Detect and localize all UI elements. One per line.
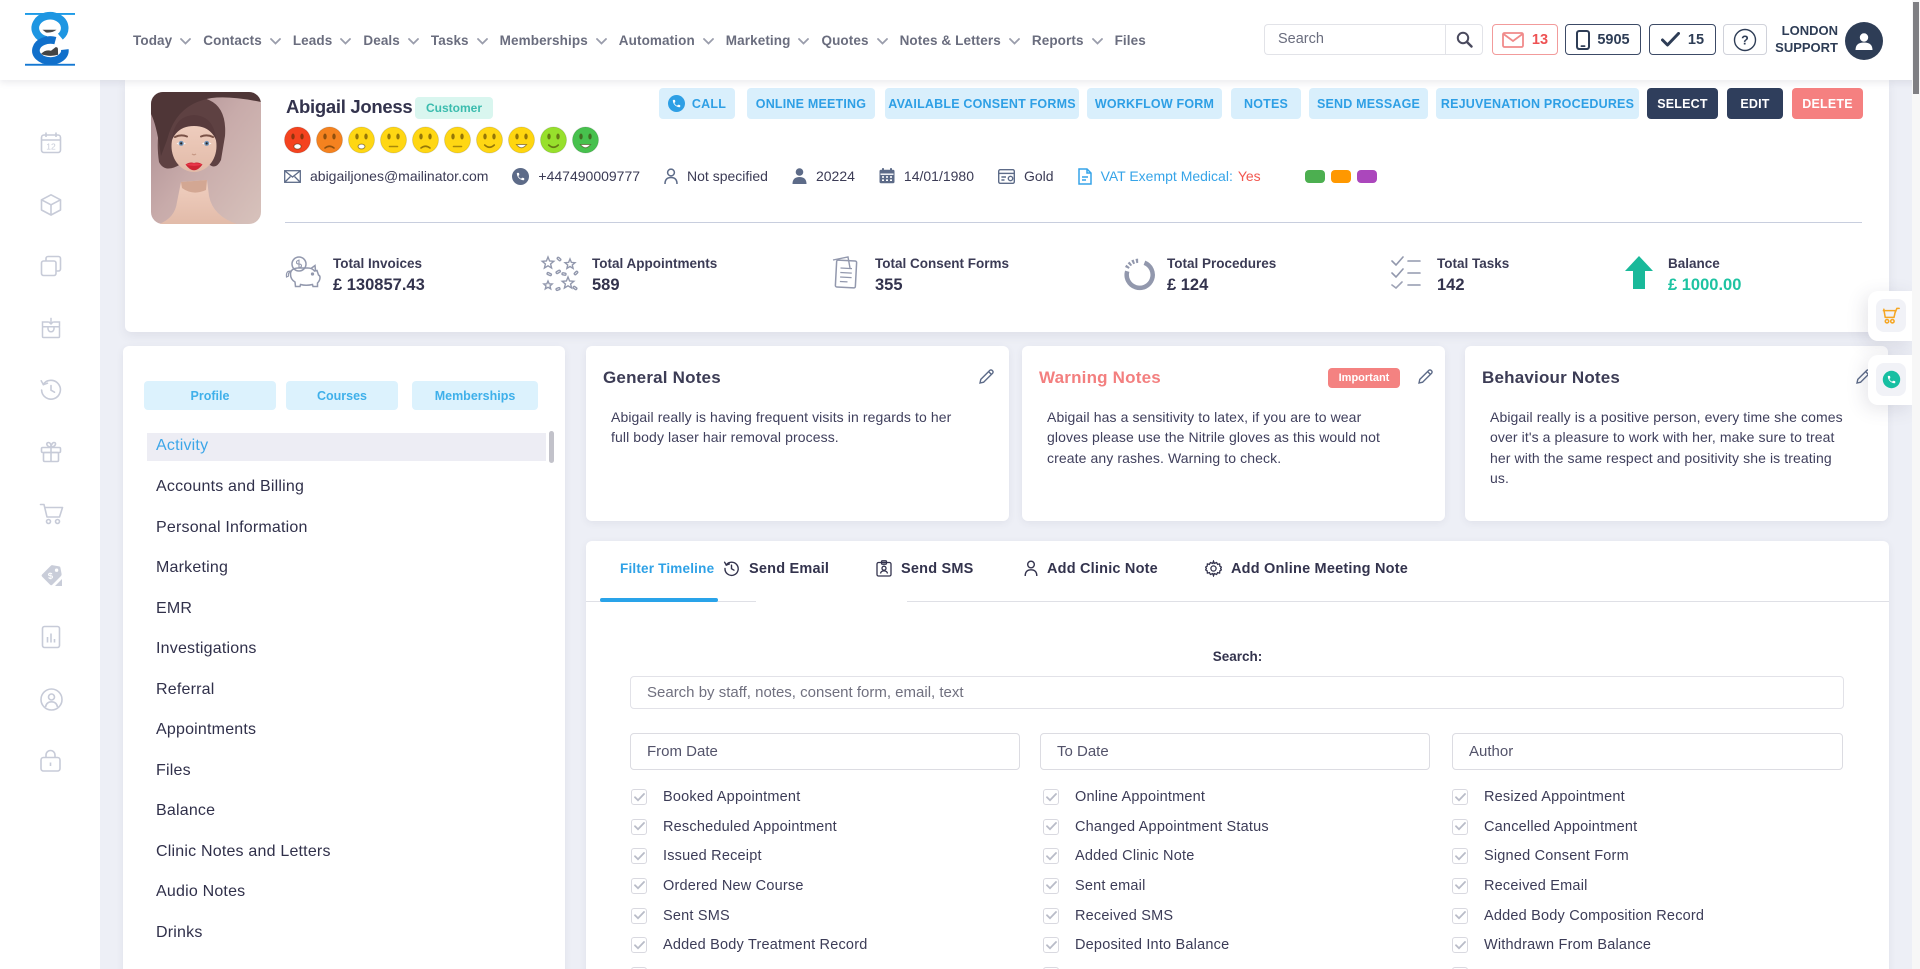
svg-text:$: $ <box>47 571 53 582</box>
svg-text:?: ? <box>1741 33 1749 47</box>
svg-text:12: 12 <box>46 142 56 152</box>
